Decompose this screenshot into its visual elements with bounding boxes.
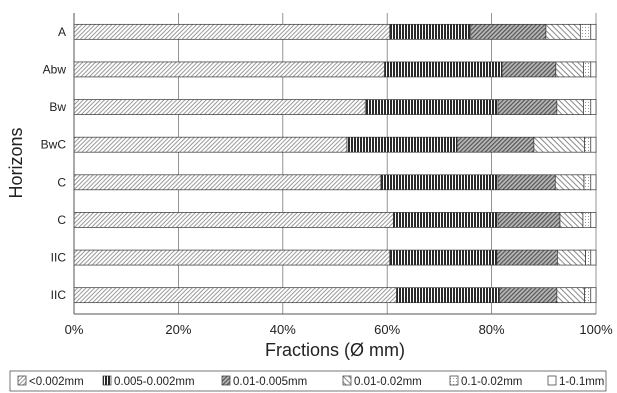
legend-swatch [449, 375, 459, 386]
plot-area [74, 13, 596, 314]
legend-label: 0.01-0.005mm [233, 376, 307, 388]
legend-label: 0.005-0.002mm [114, 376, 195, 388]
bar-segment [73, 23, 391, 40]
bar-segment [590, 99, 597, 115]
bar-segment [590, 287, 597, 304]
y-axis-title: Horizons [6, 127, 26, 198]
bar-segment [470, 23, 547, 40]
bar-segment [499, 287, 558, 304]
legend-swatch [17, 375, 27, 386]
bar-segment [556, 99, 584, 115]
bar-segment [590, 249, 597, 266]
bar-segment [73, 212, 394, 228]
x-axis-title: Fractions (Ø mm) [265, 340, 405, 360]
category-label: A [58, 25, 66, 39]
category-label: C [57, 213, 66, 227]
bar-segment [583, 99, 592, 115]
bar-segment [584, 287, 592, 304]
bar-segment [559, 212, 584, 228]
bar-segment [393, 212, 499, 228]
bar-segment [590, 212, 597, 228]
bar-segment [456, 136, 535, 153]
bar-segment [73, 249, 391, 266]
legend-label: 0.1-0.02mm [461, 376, 522, 388]
bar-segment [346, 136, 458, 153]
category-labels: A Abw Bw BwC C C IIC IIC [41, 25, 67, 302]
x-tick-label: 20% [165, 322, 191, 337]
legend-swatch [102, 375, 112, 386]
bar-segment [590, 174, 597, 191]
bar-segment [73, 174, 382, 191]
legend-swatch [342, 375, 352, 386]
bar-segment [73, 136, 348, 153]
bar-segment [364, 99, 499, 115]
bar-segment [579, 23, 592, 40]
x-tick-label: 100% [579, 322, 613, 337]
legend-label: 0.01-0.02mm [354, 376, 422, 388]
legend-swatch [221, 375, 231, 386]
bar-segment [389, 23, 472, 40]
bar-segment [497, 99, 558, 115]
bar-segment [554, 174, 585, 191]
bar-segment [501, 61, 557, 78]
bar-segment [590, 23, 597, 40]
bar-segment [582, 212, 592, 228]
bar-segment [497, 212, 561, 228]
x-tick-label: 40% [270, 322, 296, 337]
bar-segment [384, 61, 503, 78]
bar-segment [583, 61, 592, 78]
category-label: Abw [43, 62, 67, 76]
bar-segment [585, 249, 592, 266]
bar-segment [396, 287, 500, 304]
bar-segment [556, 287, 585, 304]
category-label: IIC [51, 251, 67, 265]
legend-label: <0.002mm [29, 376, 84, 388]
category-label: BwC [41, 138, 67, 152]
legend: <0.002mm 0.005-0.002mm 0.01-0.005mm 0.01-0.… [17, 375, 604, 388]
bar-segment [389, 249, 498, 266]
category-label: IIC [51, 288, 67, 302]
legend-swatch [547, 375, 557, 386]
bar-segment [533, 136, 585, 153]
x-tick-label: 80% [479, 322, 505, 337]
bar-segment [555, 61, 584, 78]
bar-segment [590, 61, 597, 78]
x-tick-label: 0% [65, 322, 84, 337]
x-tick-labels: 0% 20% 40% 60% 80% 100% [65, 322, 613, 337]
bar-segment [545, 23, 581, 40]
category-label: Bw [49, 100, 66, 114]
bar-segment [73, 99, 366, 115]
x-tick-label: 60% [374, 322, 400, 337]
bar-segment [497, 174, 556, 191]
category-label: C [57, 175, 66, 189]
bar-segment [73, 287, 397, 304]
bar-segment [73, 61, 385, 78]
bar-segment [557, 249, 586, 266]
bar-segment [583, 174, 592, 191]
bar-segment [496, 249, 558, 266]
bar-segment [380, 174, 499, 191]
legend-label: 1-0.1mm [559, 376, 604, 388]
bar-segment [590, 136, 597, 153]
bar-group [73, 23, 597, 304]
bar-segment [584, 136, 592, 153]
